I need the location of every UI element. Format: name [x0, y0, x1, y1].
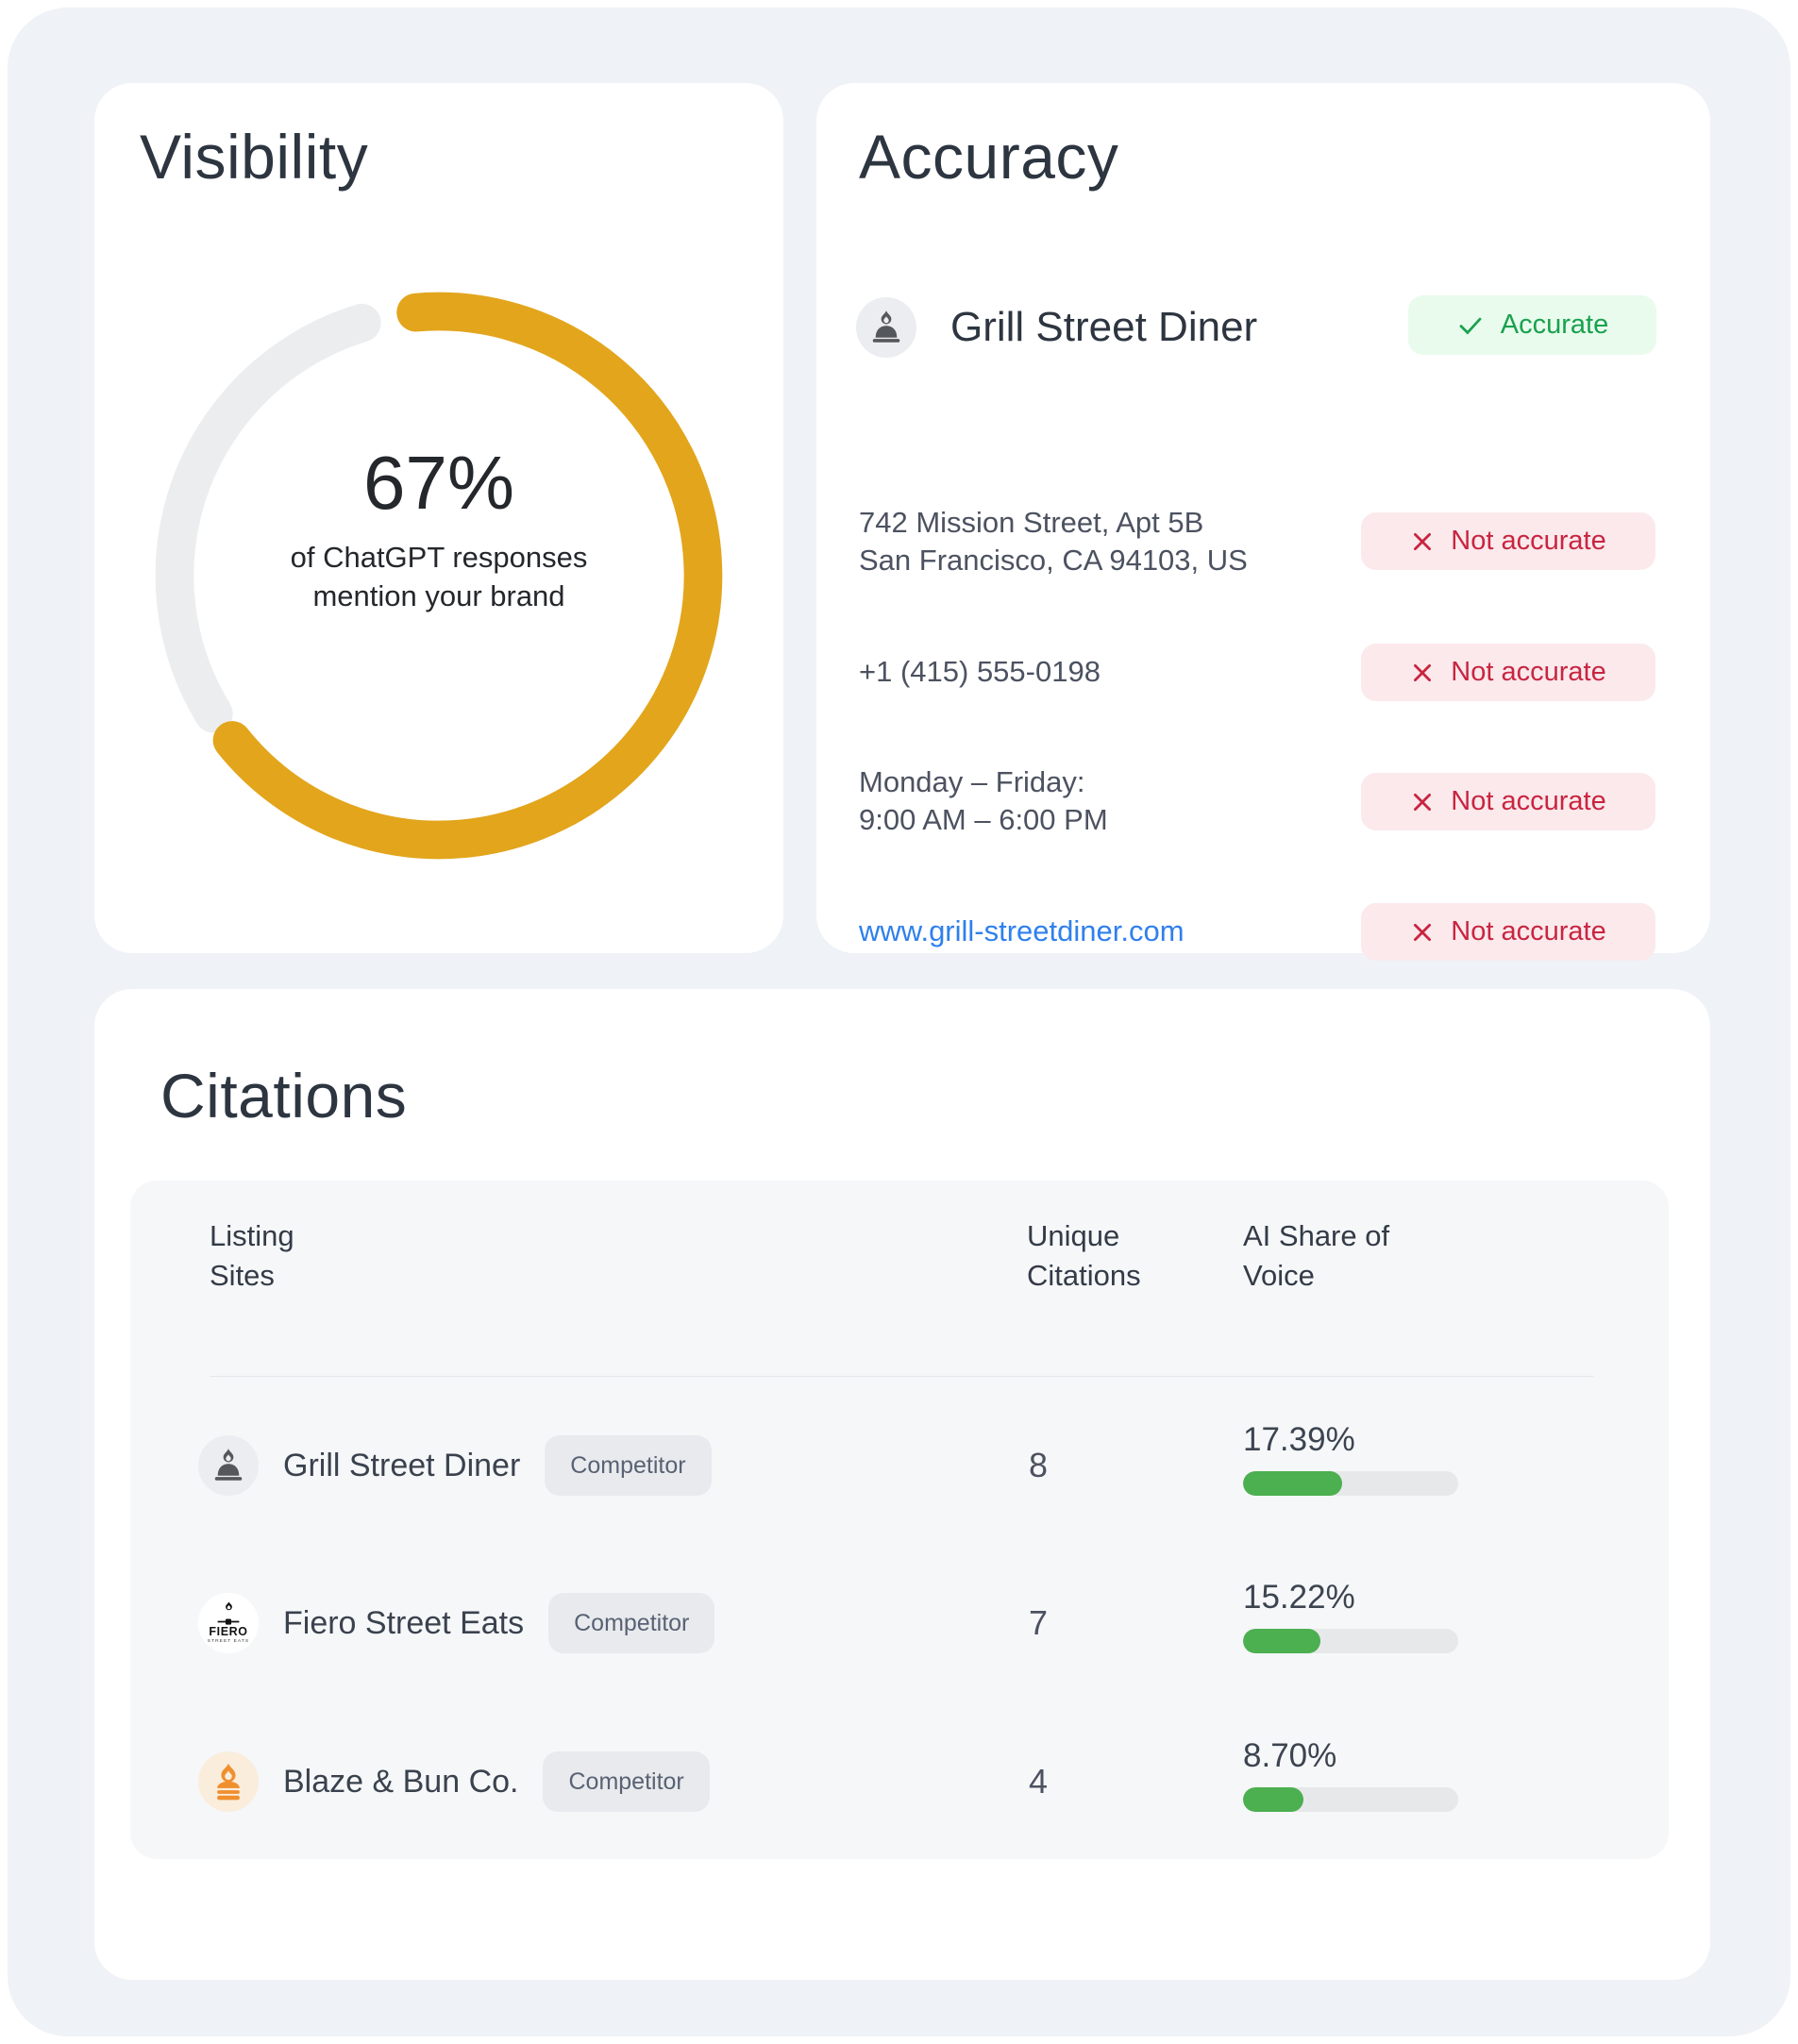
- not-accurate-badge-label: Not accurate: [1451, 786, 1606, 816]
- check-icon: [1459, 317, 1482, 334]
- share-progress-fill: [1243, 1629, 1321, 1653]
- visibility-caption: of ChatGPT responses mention your brand: [290, 541, 588, 612]
- not-accurate-badge-label: Not accurate: [1451, 526, 1606, 556]
- table-row: Grill Street Diner Competitor 8 17.39%: [130, 1421, 1669, 1496]
- share-of-voice-cell: 8.70%: [1243, 1736, 1458, 1812]
- share-percent-label: 15.22%: [1243, 1579, 1355, 1616]
- share-progress-track: [1243, 1471, 1458, 1496]
- site-name: Blaze & Bun Co.: [283, 1763, 519, 1800]
- phone-text: +1 (415) 555-0198: [859, 655, 1101, 688]
- site-name: Grill Street Diner: [283, 1447, 521, 1483]
- flame-cloche-icon: [872, 310, 900, 343]
- visibility-donut-chart: 67% of ChatGPT responses mention your br…: [146, 283, 731, 868]
- table-header-divider: [210, 1376, 1593, 1377]
- site-avatar: [198, 1751, 259, 1812]
- donut-track-arc: [155, 292, 723, 860]
- phone-not-accurate-badge[interactable]: Not accurate: [1361, 644, 1655, 701]
- donut-center-label: 67% of ChatGPT responses mention your br…: [146, 283, 731, 868]
- x-icon: [1414, 793, 1432, 811]
- donut-svg: [155, 292, 723, 860]
- website-text: www.grill-streetdiner.com: [859, 913, 1185, 950]
- citations-title: Citations: [160, 1061, 408, 1131]
- website-not-accurate-badge[interactable]: Not accurate: [1361, 903, 1655, 961]
- accuracy-card: Accuracy Grill Street Diner Accurate: [816, 83, 1710, 961]
- share-progress-fill: [1243, 1471, 1342, 1496]
- accurate-badge-label: Accurate: [1500, 310, 1609, 340]
- competitor-tag: Competitor: [548, 1593, 715, 1653]
- share-percent-label: 17.39%: [1243, 1421, 1355, 1458]
- page-background: Visibility 67% of ChatGPT responses ment…: [8, 8, 1790, 2036]
- share-of-voice-cell: 15.22%: [1243, 1578, 1458, 1653]
- address-not-accurate-badge[interactable]: Not accurate: [1361, 512, 1655, 570]
- citations-table: Listing Sites Unique Citations AI Share …: [130, 1181, 1669, 1859]
- table-row: FIERO STREET EATS Fiero Street Eats Comp…: [130, 1579, 1669, 1653]
- competitor-tag: Competitor: [543, 1751, 710, 1812]
- hours-not-accurate-badge[interactable]: Not accurate: [1361, 773, 1655, 830]
- x-icon: [1414, 532, 1432, 550]
- donut-value-arc: [155, 292, 723, 860]
- visibility-percent: 67%: [362, 441, 515, 525]
- visibility-title: Visibility: [140, 122, 369, 192]
- share-progress-track: [1243, 1787, 1458, 1812]
- share-of-voice-cell: 17.39%: [1243, 1420, 1458, 1496]
- column-header-unique-citations: Unique Citations: [1027, 1219, 1141, 1292]
- unique-citations-value: 4: [1029, 1762, 1049, 1801]
- hours-text: Monday – Friday: 9:00 AM – 6:00 PM: [859, 765, 1108, 836]
- accurate-badge[interactable]: Accurate: [1408, 295, 1656, 355]
- site-name: Fiero Street Eats: [283, 1604, 525, 1641]
- site-avatar: FIERO STREET EATS: [198, 1593, 259, 1653]
- column-header-listing-sites: Listing Sites: [210, 1219, 294, 1292]
- not-accurate-badge-label: Not accurate: [1451, 916, 1606, 947]
- fiero-logo-subtext: STREET EATS: [207, 1639, 250, 1644]
- grill-skewer-icon: [217, 1618, 240, 1625]
- flame-cloche-icon: [214, 1449, 243, 1481]
- citations-card: Citations Listing Sites Unique Citations…: [94, 989, 1710, 1980]
- site-avatar: [198, 1435, 259, 1496]
- accuracy-title: Accuracy: [859, 122, 1119, 192]
- share-progress-track: [1243, 1629, 1458, 1653]
- visibility-card: Visibility 67% of ChatGPT responses ment…: [94, 83, 783, 953]
- x-icon: [1414, 923, 1432, 941]
- flame-burger-icon: [217, 1763, 240, 1801]
- share-progress-fill: [1243, 1787, 1303, 1812]
- competitor-tag: Competitor: [545, 1435, 712, 1496]
- unique-citations-value: 8: [1029, 1446, 1049, 1484]
- column-header-ai-share-of-voice: AI Share of Voice: [1243, 1219, 1390, 1292]
- business-name: Grill Street Diner: [950, 304, 1258, 350]
- unique-citations-value: 7: [1029, 1603, 1049, 1642]
- table-row: Blaze & Bun Co. Competitor 4 8.70%: [130, 1737, 1669, 1812]
- not-accurate-badge-label: Not accurate: [1451, 657, 1606, 687]
- fiero-logo-text: FIERO: [209, 1625, 248, 1638]
- share-percent-label: 8.70%: [1243, 1737, 1337, 1774]
- x-icon: [1414, 663, 1432, 681]
- brand-avatar: [856, 297, 916, 358]
- flame-icon: [225, 1601, 232, 1611]
- website-link[interactable]: www.grill-streetdiner.com: [859, 914, 1185, 947]
- address-text: 742 Mission Street, Apt 5B San Francisco…: [859, 506, 1248, 577]
